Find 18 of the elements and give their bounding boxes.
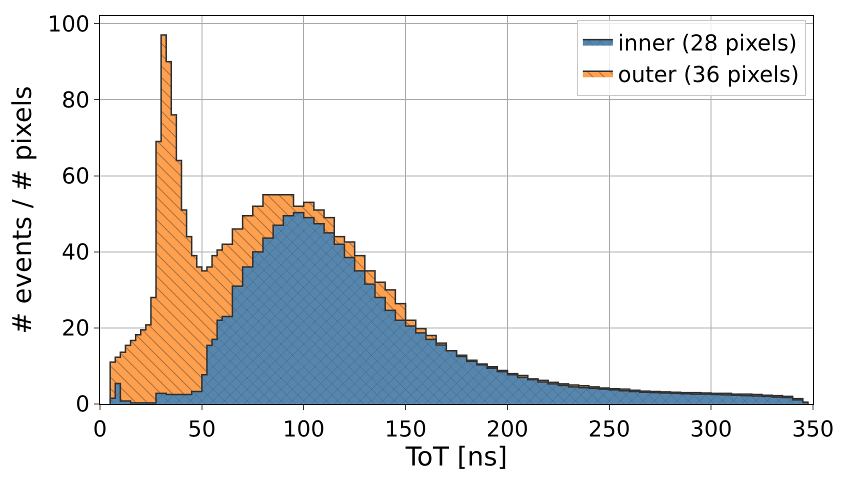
y-tick-label: 60 xyxy=(62,164,90,190)
x-axis-title: ToT [ns] xyxy=(404,442,508,472)
y-tick-label: 0 xyxy=(76,392,90,418)
x-tick-label: 200 xyxy=(486,417,528,442)
y-tick-label: 40 xyxy=(62,240,90,266)
y-tick-label: 20 xyxy=(62,316,90,342)
x-tick-label: 100 xyxy=(282,417,325,442)
x-tick-label: 350 xyxy=(792,417,834,442)
legend-label: outer (36 pixels) xyxy=(618,62,800,88)
x-tick-label: 250 xyxy=(588,417,630,442)
y-tick-label: 100 xyxy=(48,12,90,38)
x-tick-label: 300 xyxy=(690,417,732,442)
x-tick-label: 0 xyxy=(93,417,107,442)
legend-label: inner (28 pixels) xyxy=(618,31,798,56)
x-tick-label: 50 xyxy=(188,417,216,442)
y-axis-title: # events / # pixels xyxy=(8,86,38,334)
y-tick-label: 80 xyxy=(62,88,90,114)
x-tick-label: 150 xyxy=(384,417,427,442)
